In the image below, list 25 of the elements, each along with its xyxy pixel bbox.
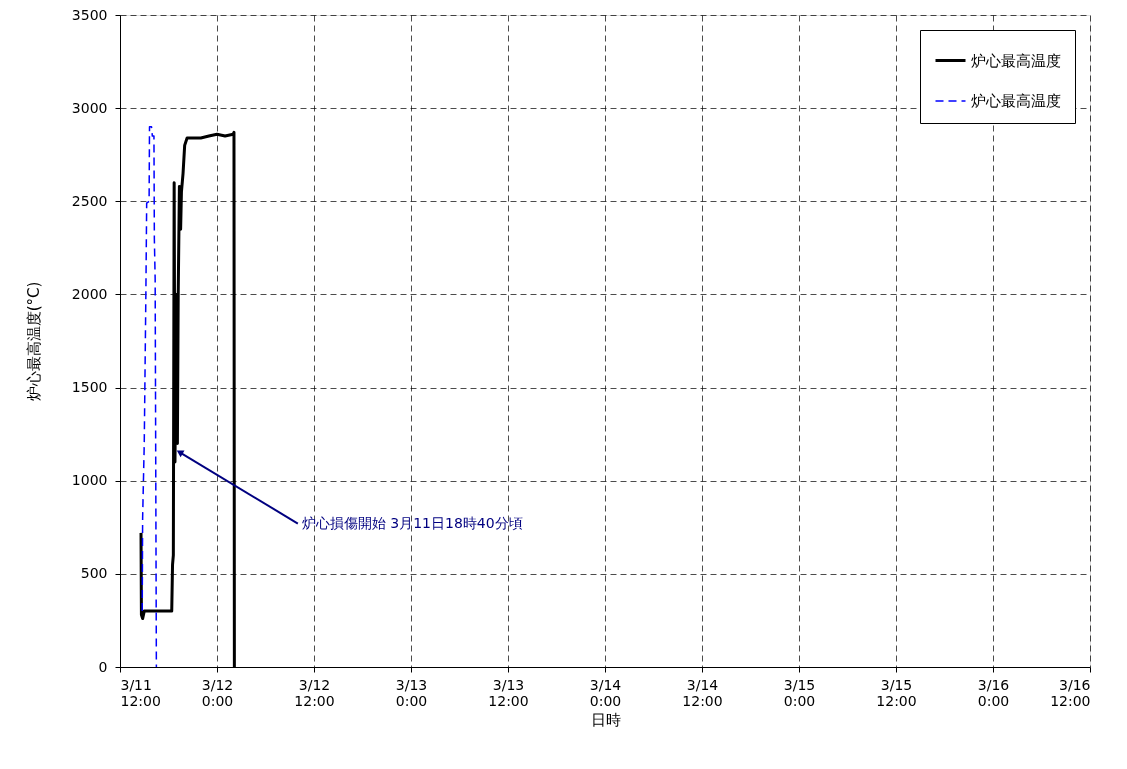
x-tick-label: 3/16 12:00 bbox=[1050, 676, 1091, 709]
x-tick-label: 3/14 12:00 bbox=[682, 676, 723, 709]
x-tick-label: 3/12 12:00 bbox=[294, 676, 335, 709]
y-tick-label: 2000 bbox=[71, 285, 108, 302]
annotation: 炉心損傷開始 3月11日18時40分頃 bbox=[301, 514, 523, 531]
y-tick-label: 3000 bbox=[71, 99, 108, 116]
legend-label: 炉心最高温度 bbox=[971, 92, 1061, 110]
x-tick-label: 3/13 12:00 bbox=[488, 676, 529, 709]
x-tick-label: 3/13 0:00 bbox=[395, 676, 428, 709]
legend-label: 炉心最高温度 bbox=[971, 51, 1061, 70]
line-series bbox=[141, 126, 158, 667]
y-tick-label: 500 bbox=[80, 565, 108, 582]
x-tick-label: 3/15 0:00 bbox=[783, 676, 816, 709]
y-tick-label: 1500 bbox=[71, 379, 108, 396]
y-axis-title: 炉心最高温度(°C) bbox=[24, 281, 43, 402]
y-tick-label: 3500 bbox=[71, 6, 108, 23]
x-axis-title: 日時 bbox=[590, 710, 621, 729]
x-tick-label: 3/16 0:00 bbox=[977, 676, 1010, 709]
y-tick-label: 2500 bbox=[71, 192, 108, 209]
x-tick-label: 3/11 12:00 bbox=[120, 676, 161, 709]
x-tick-label: 3/15 12:00 bbox=[876, 676, 917, 709]
x-tick-label: 3/12 0:00 bbox=[201, 676, 234, 709]
x-tick-label: 3/14 0:00 bbox=[589, 676, 622, 709]
y-tick-label: 1000 bbox=[71, 472, 108, 489]
y-tick-label: 0 bbox=[98, 658, 108, 675]
